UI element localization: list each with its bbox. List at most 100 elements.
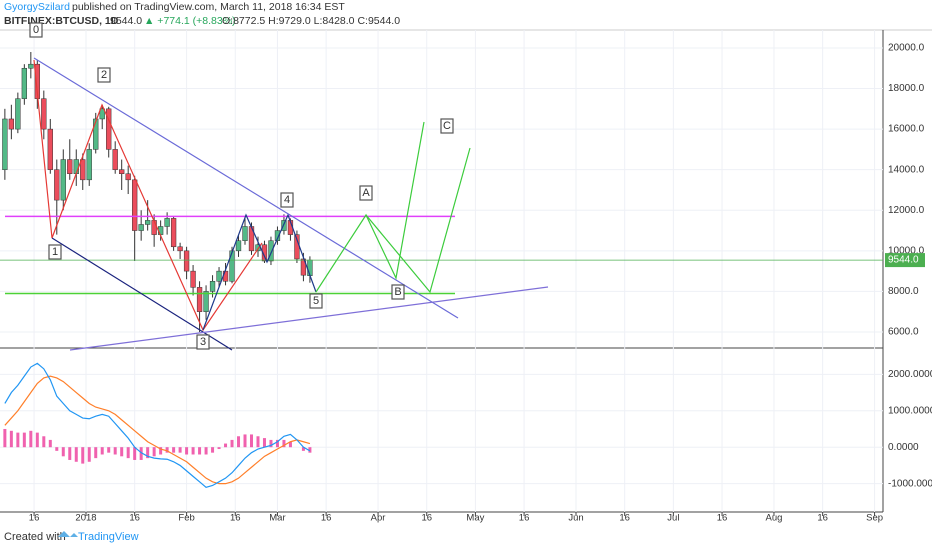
published: published on TradingView.com, March 11, … — [72, 1, 345, 13]
x-tick-label: Jun — [568, 513, 583, 524]
y-tick-label: 16000.0 — [888, 124, 925, 135]
histogram-bar — [126, 447, 130, 459]
wave-label-box — [48, 244, 62, 260]
wave-label-box — [309, 293, 323, 309]
candle-body — [119, 169, 125, 174]
histogram-bar — [191, 447, 195, 455]
candle-body — [125, 173, 131, 181]
wave-label: 5 — [313, 295, 319, 307]
x-tick-label: 16 — [230, 513, 241, 524]
wave-label: 4 — [284, 194, 290, 206]
candle-body — [164, 218, 170, 227]
author: GyorgySzilard — [4, 1, 70, 13]
y-tick-label: 8000.0 — [888, 286, 919, 297]
x-tick-label: Jul — [667, 513, 679, 524]
x-tick-label: 16 — [321, 513, 332, 524]
histogram-bar — [230, 439, 234, 448]
candle-body — [216, 270, 222, 282]
x-tick-label: 16 — [29, 513, 40, 524]
candle-body — [112, 149, 118, 170]
histogram-bar — [68, 447, 72, 460]
candle-body — [80, 159, 86, 181]
created-with: Created with — [4, 531, 66, 543]
histogram-bar — [288, 441, 292, 448]
histogram-bar — [35, 432, 39, 448]
x-tick-label: 16 — [519, 513, 530, 524]
y-tick-label: 2000.0000 — [888, 369, 932, 380]
wave-label: B — [394, 286, 401, 298]
price-badge-label: 9544.0 — [888, 255, 919, 266]
change: ▲ +774.1 (+8.83%) — [144, 15, 236, 27]
brand-logo — [58, 531, 78, 537]
histogram-bar — [100, 447, 104, 455]
histogram-bar — [211, 447, 215, 453]
wave-label: 2 — [101, 69, 107, 81]
histogram-bar — [74, 447, 78, 462]
price-badge — [885, 253, 925, 268]
histogram-bar — [249, 434, 253, 448]
candle-body — [21, 67, 27, 99]
candle-body — [47, 128, 53, 170]
wave-label: 1 — [52, 246, 58, 258]
candle-body — [268, 240, 274, 262]
y-tick-label: 14000.0 — [888, 164, 925, 175]
y-tick-label: 0.0000 — [888, 442, 919, 453]
candle-body — [177, 246, 183, 252]
candle-body — [274, 230, 281, 241]
macd-line — [4, 375, 311, 485]
trendline — [69, 286, 549, 351]
histogram-bar — [256, 436, 260, 448]
x-tick-label: 2018 — [75, 513, 96, 524]
histogram-bar — [81, 447, 85, 464]
histogram-bar — [48, 439, 52, 448]
histogram-bar — [165, 447, 169, 453]
histogram-bar — [16, 432, 20, 448]
histogram-bar — [185, 447, 189, 455]
trendline — [33, 57, 459, 319]
candle-body — [106, 108, 112, 150]
candle-body — [242, 226, 248, 241]
x-tick-label: 16 — [619, 513, 630, 524]
histogram-bar — [204, 447, 208, 455]
histogram-bar — [29, 430, 33, 448]
wave-label: 0 — [33, 24, 39, 36]
candle-body — [28, 63, 34, 69]
candle-body — [8, 118, 15, 130]
wave-label-box — [196, 334, 210, 350]
wave-label-box — [391, 284, 405, 300]
y-tick-label: 1000.0000 — [888, 405, 932, 416]
histogram-bar — [262, 438, 266, 448]
drawings: 0 1 2 3 4 5 A B C — [29, 22, 549, 351]
histogram-bar — [113, 447, 117, 455]
candle-body — [170, 218, 177, 248]
histogram-bar — [87, 447, 91, 462]
x-tick-label: Aug — [766, 513, 783, 524]
blue-wave — [202, 213, 317, 331]
y-tick-label: -1000.0000 — [888, 478, 932, 489]
wave-label-box — [359, 185, 373, 201]
candle-body — [190, 270, 196, 288]
candle-body — [99, 108, 105, 120]
candle-body — [307, 259, 313, 276]
candle-body — [132, 179, 138, 231]
histogram-bar — [146, 447, 150, 459]
histogram-bar — [55, 447, 59, 451]
candle-body — [67, 159, 73, 174]
histogram-bar — [282, 439, 286, 448]
histogram-bar — [94, 447, 98, 459]
brand[interactable]: TradingView — [78, 531, 139, 543]
wave-label: 3 — [200, 336, 206, 348]
histogram-bar — [9, 430, 13, 448]
histogram-bar — [275, 439, 279, 448]
y-tick-label: 12000.0 — [888, 205, 925, 216]
candle-body — [93, 118, 99, 150]
wave-label-box — [29, 22, 43, 38]
candle-body — [54, 169, 60, 201]
candle-body — [145, 220, 151, 225]
x-tick-label: May — [466, 513, 484, 524]
x-tick-label: 16 — [817, 513, 828, 524]
histogram-bar — [22, 432, 26, 448]
histogram-bar — [152, 447, 156, 457]
x-tick-label: Mar — [269, 513, 285, 524]
